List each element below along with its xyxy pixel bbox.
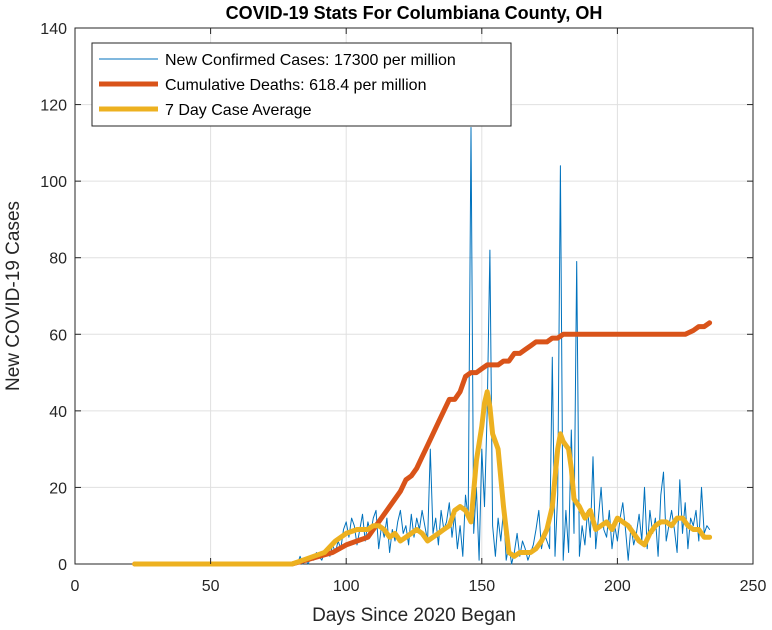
x-tick-label: 0 — [71, 578, 80, 595]
legend-label-2: 7 Day Case Average — [165, 102, 312, 119]
y-tick-label: 40 — [49, 404, 67, 421]
series-line-2 — [132, 389, 713, 567]
legend: New Confirmed Cases: 17300 per million Cu… — [91, 42, 512, 127]
x-tick-label: 250 — [740, 578, 767, 595]
series-line-1 — [132, 320, 713, 567]
y-tick-label: 20 — [49, 480, 67, 497]
legend-label-0: New Confirmed Cases: 17300 per million — [165, 52, 456, 69]
series-layer — [132, 127, 713, 567]
series-line-0 — [134, 127, 711, 565]
y-tick-label: 0 — [58, 557, 67, 574]
x-tick-label: 200 — [604, 578, 631, 595]
y-tick-label: 80 — [49, 251, 67, 268]
x-tick-label: 50 — [202, 578, 220, 595]
y-tick-label: 140 — [40, 21, 67, 38]
plot-area-frame — [74, 27, 754, 565]
x-axis-label: Days Since 2020 Began — [312, 605, 516, 626]
axis-ticks: 0 50 100 150 200 250 0 20 40 60 80 100 120 140 — [40, 21, 766, 595]
y-tick-label: 100 — [40, 174, 67, 191]
chart-title: COVID-19 Stats For Columbiana County, OH — [226, 3, 603, 23]
y-axis-label: New COVID-19 Cases — [3, 201, 24, 391]
y-tick-label: 120 — [40, 98, 67, 115]
y-tick-label: 60 — [49, 327, 67, 344]
legend-box — [91, 42, 512, 127]
legend-label-1: Cumulative Deaths: 618.4 per million — [165, 77, 426, 94]
x-tick-label: 150 — [468, 578, 495, 595]
x-tick-label: 100 — [333, 578, 360, 595]
